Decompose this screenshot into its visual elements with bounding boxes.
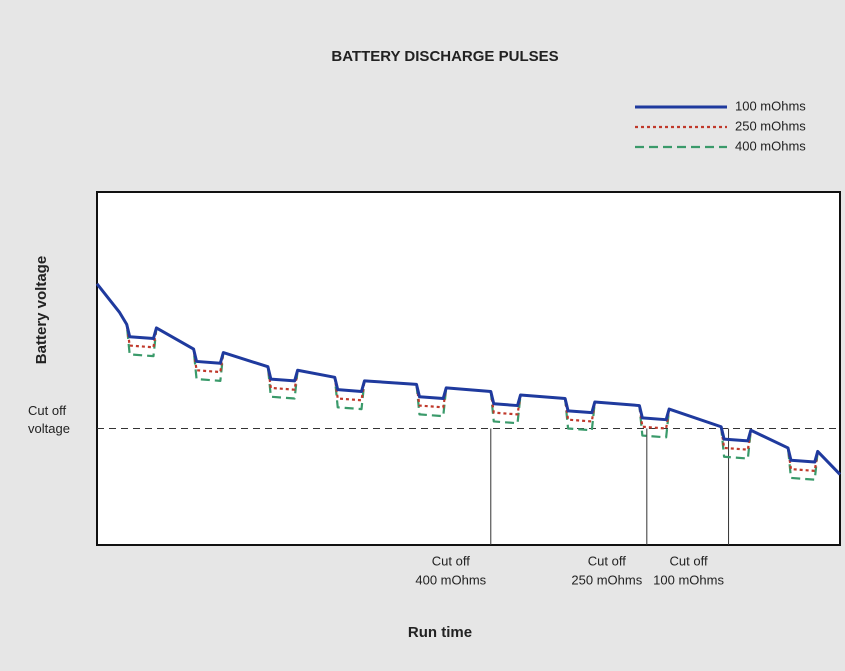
series-line: [96, 283, 841, 481]
legend-label: 250 mOhms: [735, 118, 806, 133]
cutoff-label: Cut off: [588, 553, 626, 568]
x-axis-label: Run time: [408, 624, 472, 641]
legend-label: 100 mOhms: [735, 98, 806, 113]
cutoff-label: Cut off: [432, 553, 470, 568]
series-line: [95, 282, 842, 476]
y-axis-label: Battery voltage: [33, 256, 50, 364]
legend-label: 400 mOhms: [735, 138, 806, 153]
cutoff-label: 250 mOhms: [571, 572, 642, 587]
cutoff-label: 100 mOhms: [653, 572, 724, 587]
cutoff-label: 400 mOhms: [415, 572, 486, 587]
cutoff-voltage-label: voltage: [28, 421, 70, 436]
cutoff-label: Cut off: [670, 553, 708, 568]
chart-title: BATTERY DISCHARGE PULSES: [331, 48, 558, 65]
cutoff-voltage-label: Cut off: [28, 403, 66, 418]
